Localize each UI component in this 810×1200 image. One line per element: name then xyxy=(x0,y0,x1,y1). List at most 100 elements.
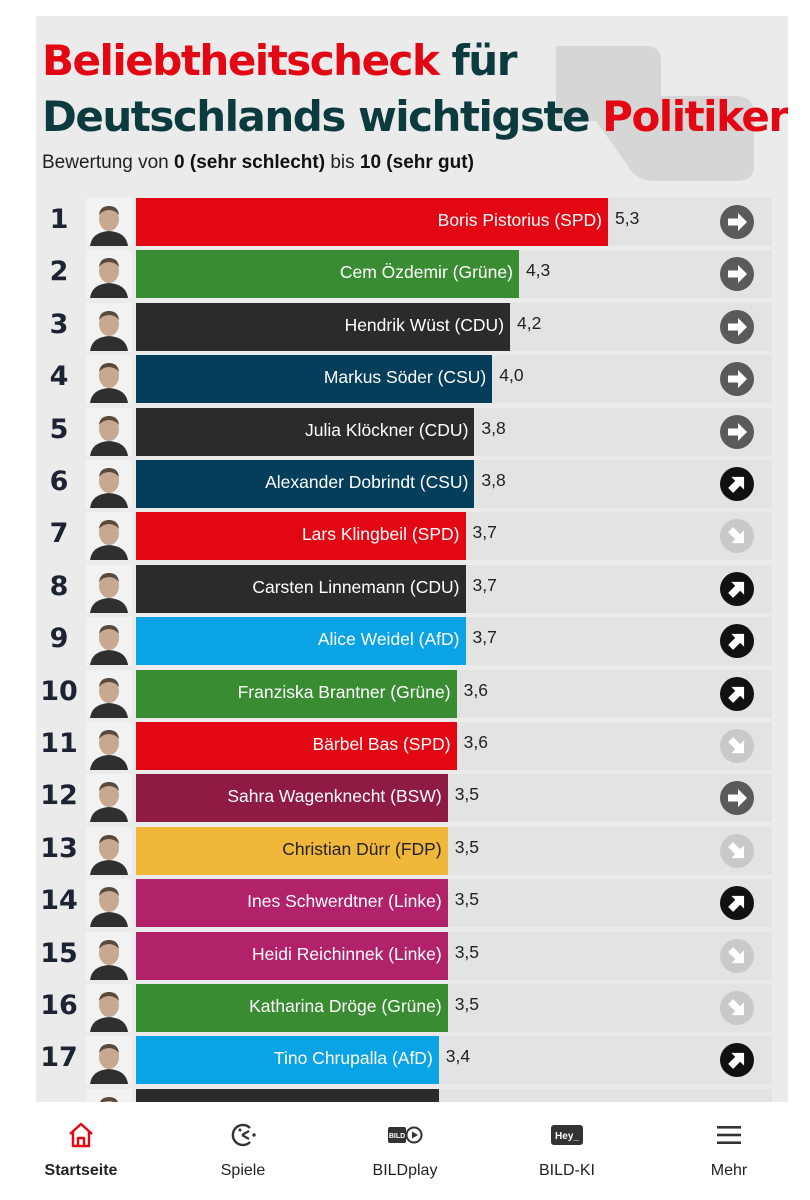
value-label: 3,4 xyxy=(445,1046,471,1067)
value-bar: Franziska Brantner (Grüne) xyxy=(136,669,457,718)
ranking-row: 15 Heidi Reichinnek (Linke) 3,5 xyxy=(36,930,788,982)
value-bar: Bärbel Bas (SPD) xyxy=(136,722,457,770)
politician-name: Markus Söder (CSU) xyxy=(323,367,487,388)
value-bar: Julia Klöckner (CDU) xyxy=(136,407,475,456)
politician-name: Katharina Dröge (Grüne) xyxy=(249,996,442,1016)
svg-text:BILD: BILD xyxy=(389,1133,405,1140)
rank-number: 2 xyxy=(49,256,69,288)
ranking-row-partial xyxy=(36,1087,788,1102)
arrow-right-icon xyxy=(720,257,754,292)
rank-number: 11 xyxy=(40,728,78,759)
rank-number: 9 xyxy=(49,623,69,655)
ranking-row: 9 Alice Weidel (AfD) 3,7 xyxy=(36,615,788,667)
avatar xyxy=(86,879,132,928)
ranking-row: 6 Alexander Dobrindt (CSU) 3,8 xyxy=(36,458,788,510)
avatar xyxy=(86,564,132,613)
arrow-right-icon xyxy=(720,205,754,239)
value-label: 4,2 xyxy=(517,312,542,333)
ranking-row: 12 Sahra Wagenknecht (BSW) 3,5 xyxy=(36,772,788,824)
avatar xyxy=(86,617,132,666)
rank-number: 4 xyxy=(49,361,69,393)
arrow-down-right-icon xyxy=(720,938,754,973)
value-bar: Alice Weidel (AfD) xyxy=(136,617,466,666)
arrow-down-right-icon xyxy=(720,833,754,868)
nav-startseite[interactable]: Startseite xyxy=(0,1118,162,1180)
rank-number: 3 xyxy=(49,308,69,340)
avatar xyxy=(86,722,132,770)
ranking-row: 8 Carsten Linnemann (CDU) 3,7 xyxy=(36,563,788,615)
politician-name: Hendrik Wüst (CDU) xyxy=(344,314,505,335)
thumbs-down-icon xyxy=(556,46,754,181)
arrow-right-icon xyxy=(720,414,754,449)
avatar xyxy=(86,355,132,404)
politician-name: Lars Klingbeil (SPD) xyxy=(301,524,460,545)
hey-ki-icon: Hey_ xyxy=(551,1125,583,1145)
rank-number: 1 xyxy=(49,204,69,235)
ranking-row: 16 Katharina Dröge (Grüne) 3,5 xyxy=(36,982,788,1034)
ranking-row: 1 Boris Pistorius (SPD) 5,3 xyxy=(36,196,788,248)
politician-name: Heidi Reichinnek (Linke) xyxy=(252,943,442,964)
value-label: 3,6 xyxy=(463,732,488,752)
politician-name: Christian Dürr (FDP) xyxy=(282,838,442,859)
arrow-up-right-icon xyxy=(720,467,754,501)
nav-mehr[interactable]: Mehr xyxy=(648,1118,810,1180)
chart-subtitle: Bewertung von 0 (sehr schlecht) bis 10 (… xyxy=(42,152,474,173)
rank-number: 15 xyxy=(40,937,78,969)
arrow-up-right-icon xyxy=(720,571,754,606)
rank-number: 8 xyxy=(49,570,69,602)
rank-number: 10 xyxy=(40,675,78,707)
avatar xyxy=(86,250,132,299)
ranking-row: 17 Tino Chrupalla (AfD) 3,4 xyxy=(36,1034,788,1086)
rank-number: 13 xyxy=(40,832,78,864)
avatar xyxy=(86,984,132,1032)
nav-bildplay[interactable]: BILD BILDplay xyxy=(324,1118,486,1180)
politician-name: Julia Klöckner (CDU) xyxy=(305,419,469,440)
nav-label: Startseite xyxy=(44,1162,118,1179)
arrow-up-right-icon xyxy=(720,886,754,921)
avatar xyxy=(86,1088,132,1102)
value-label: 3,5 xyxy=(454,784,480,805)
politician-name: Alice Weidel (AfD) xyxy=(317,629,460,650)
arrow-down-right-icon xyxy=(720,729,754,763)
arrow-down-right-icon xyxy=(720,519,754,554)
ranking-row: 10 Franziska Brantner (Grüne) 3,6 xyxy=(36,668,788,720)
rank-number: 14 xyxy=(40,885,78,917)
value-label: 5,3 xyxy=(615,208,640,228)
ranking-row: 14 Ines Schwerdtner (Linke) 3,5 xyxy=(36,877,788,929)
nav-bild-ki[interactable]: Hey_ BILD-KI xyxy=(486,1118,648,1180)
value-bar: Cem Özdemir (Grüne) xyxy=(136,250,519,299)
politician-name: Sahra Wagenknecht (BSW) xyxy=(227,786,442,807)
value-bar: Hendrik Wüst (CDU) xyxy=(136,302,511,351)
value-label: 3,6 xyxy=(463,679,488,700)
games-icon xyxy=(231,1123,256,1147)
chart-title-line2: Deutschlands wichtigste Politiker xyxy=(42,92,788,141)
rank-number: 6 xyxy=(49,466,69,497)
avatar xyxy=(86,302,132,351)
nav-label: Mehr xyxy=(710,1162,748,1179)
nav-spiele[interactable]: Spiele xyxy=(162,1118,324,1180)
value-label: 3,5 xyxy=(454,836,480,857)
value-label: 3,5 xyxy=(454,994,480,1014)
value-bar: Ines Schwerdtner (Linke) xyxy=(136,879,448,928)
avatar xyxy=(86,460,132,508)
politician-name: Cem Özdemir (Grüne) xyxy=(339,262,513,283)
value-bar: Lars Klingbeil (SPD) xyxy=(136,512,466,561)
politician-name: Carsten Linnemann (CDU) xyxy=(252,576,460,597)
rank-number: 12 xyxy=(40,780,78,812)
politician-name: Bärbel Bas (SPD) xyxy=(312,734,451,754)
arrow-up-right-icon xyxy=(720,624,754,659)
arrow-right-icon xyxy=(720,309,754,344)
arrow-up-right-icon xyxy=(720,676,754,711)
value-bar: Christian Dürr (FDP) xyxy=(136,826,448,875)
value-label: 3,7 xyxy=(472,627,497,648)
nav-label: Spiele xyxy=(220,1162,266,1179)
nav-label: BILDplay xyxy=(372,1162,438,1179)
value-label: 4,3 xyxy=(525,260,551,281)
politician-name: Boris Pistorius (SPD) xyxy=(437,210,602,230)
svg-text:Hey_: Hey_ xyxy=(555,1131,579,1142)
value-bar: Carsten Linnemann (CDU) xyxy=(136,564,466,613)
nav-label: BILD-KI xyxy=(538,1162,595,1179)
politician-name: Ines Schwerdtner (Linke) xyxy=(247,891,442,912)
value-label: 3,5 xyxy=(454,889,480,910)
chart-card: Beliebtheitscheck für Deutschlands wicht… xyxy=(36,16,788,1102)
